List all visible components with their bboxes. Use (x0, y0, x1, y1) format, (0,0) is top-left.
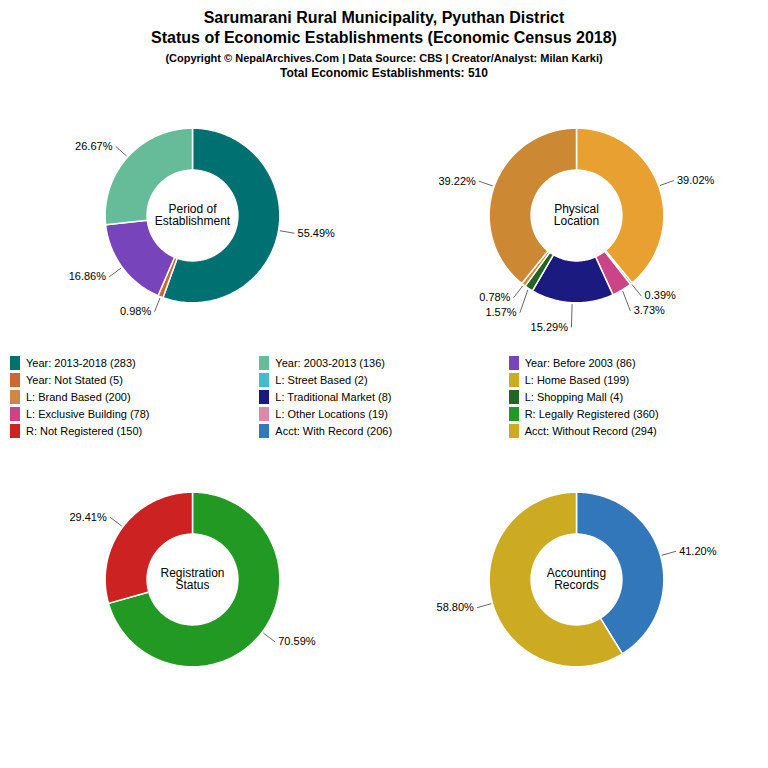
svg-text:41.20%: 41.20% (679, 545, 717, 557)
html-text:Acct: Without Record (294): Acct: Without Record (294) (524, 425, 657, 437)
svg-text:58.80%: 58.80% (437, 601, 475, 613)
html-text:R: Not Registered (150): R: Not Registered (150) (26, 425, 143, 437)
svg-text:0.78%: 0.78% (479, 291, 510, 303)
html-text:L: Street Based (2): L: Street Based (2) (275, 374, 368, 386)
html-text:Total Economic Establishments:: Total Economic Establishments: 510 (280, 66, 488, 80)
html-text:L: Exclusive Building (78): L: Exclusive Building (78) (26, 408, 150, 420)
html-text:Year: 2003-2013 (136): Year: 2003-2013 (136) (275, 357, 385, 369)
html-text:L: Other Locations (19): L: Other Locations (19) (275, 408, 388, 420)
html-text:L: Brand Based (200): L: Brand Based (200) (26, 391, 131, 403)
svg-text:0.39%: 0.39% (645, 289, 676, 301)
svg-text:39.22%: 39.22% (438, 175, 476, 187)
html-text:(Copyright © NepalArchives.Com: (Copyright © NepalArchives.Com | Data So… (165, 52, 603, 64)
html-text:L: Shopping Mall (4): L: Shopping Mall (4) (524, 391, 624, 403)
svg-text:39.02%: 39.02% (677, 174, 715, 186)
svg-text:3.73%: 3.73% (634, 304, 665, 316)
svg-text:0.98%: 0.98% (120, 305, 151, 317)
html-text:Sarumarani Rural Municipality,: Sarumarani Rural Municipality, Pyuthan D… (203, 9, 565, 26)
svg-text:15.29%: 15.29% (531, 321, 569, 333)
html-text:R: Legally Registered (360): R: Legally Registered (360) (524, 408, 659, 420)
html-text:Year: Not Stated (5): Year: Not Stated (5) (26, 374, 123, 386)
svg-text:29.41%: 29.41% (69, 511, 107, 523)
svg-text:55.49%: 55.49% (298, 227, 336, 239)
html-text:Acct: With Record (206): Acct: With Record (206) (275, 425, 393, 437)
html-text:Year: 2013-2018 (283): Year: 2013-2018 (283) (26, 357, 136, 369)
html-text:Year: Before 2003 (86): Year: Before 2003 (86) (524, 357, 636, 369)
svg-text:Period ofEstablishment: Period ofEstablishment (155, 202, 231, 228)
svg-text:70.59%: 70.59% (278, 635, 316, 647)
svg-text:26.67%: 26.67% (75, 140, 113, 152)
svg-text:RegistrationStatus: RegistrationStatus (160, 566, 224, 592)
html-text:L: Home Based (199): L: Home Based (199) (524, 374, 630, 386)
html-text:L: Traditional Market (8): L: Traditional Market (8) (275, 391, 392, 403)
svg-text:1.57%: 1.57% (485, 306, 516, 318)
svg-text:PhysicalLocation: PhysicalLocation (554, 202, 599, 228)
html-text:Status of Economic Establishme: Status of Economic Establishments (Econo… (151, 29, 617, 46)
svg-text:AccountingRecords: AccountingRecords (547, 566, 606, 592)
svg-text:16.86%: 16.86% (69, 270, 107, 282)
